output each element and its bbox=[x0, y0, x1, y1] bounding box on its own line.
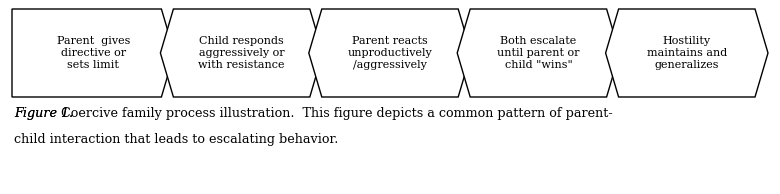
Text: child interaction that leads to escalating behavior.: child interaction that leads to escalati… bbox=[14, 133, 339, 146]
Text: Coercive family process illustration.  This figure depicts a common pattern of p: Coercive family process illustration. Th… bbox=[57, 107, 612, 120]
Polygon shape bbox=[457, 9, 619, 97]
Text: Both escalate
until parent or
child "wins": Both escalate until parent or child "win… bbox=[497, 36, 580, 70]
Text: Figure 1.: Figure 1. bbox=[14, 107, 73, 120]
Polygon shape bbox=[605, 9, 768, 97]
Text: Figure 1.: Figure 1. bbox=[14, 107, 73, 120]
Text: Parent reacts
unproductively
/aggressively: Parent reacts unproductively /aggressive… bbox=[348, 36, 432, 70]
Text: Parent  gives
directive or
sets limit: Parent gives directive or sets limit bbox=[56, 36, 130, 70]
Polygon shape bbox=[309, 9, 471, 97]
Text: Child responds
aggressively or
with resistance: Child responds aggressively or with resi… bbox=[198, 36, 285, 70]
Text: Hostility
maintains and
generalizes: Hostility maintains and generalizes bbox=[647, 36, 727, 70]
Polygon shape bbox=[12, 9, 175, 97]
Polygon shape bbox=[161, 9, 323, 97]
